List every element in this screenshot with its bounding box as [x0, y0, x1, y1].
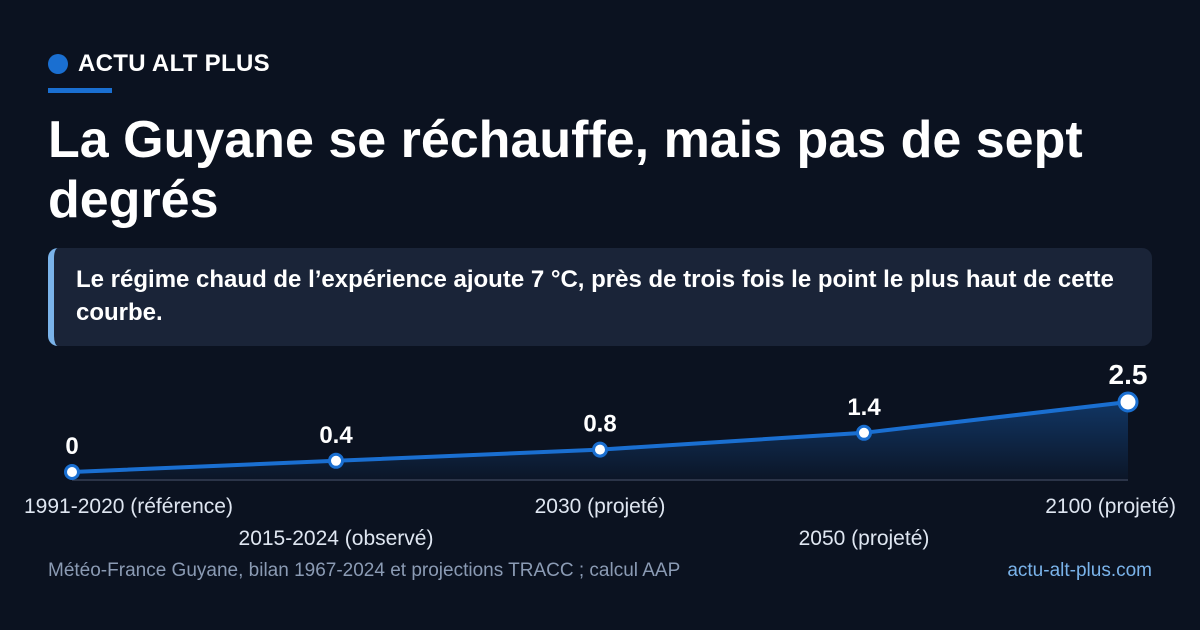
data-point: [1117, 391, 1139, 413]
x-tick-label: 2030 (projeté): [535, 495, 666, 518]
x-tick-label: 2015-2024 (observé): [239, 527, 434, 550]
data-label: 0: [65, 433, 78, 460]
site-link[interactable]: actu-alt-plus.com: [1007, 560, 1152, 581]
brand-underline: [48, 88, 112, 93]
data-label: 2.5: [1109, 360, 1148, 390]
x-tick-label: 2100 (projeté): [1045, 495, 1176, 518]
source-note: Météo-France Guyane, bilan 1967-2024 et …: [48, 560, 681, 581]
data-point: [328, 452, 344, 469]
warming-chart: 0 1991-2020 (référence) 0.4 2015-2024 (obse…: [24, 360, 1176, 550]
brand: ACTU ALT PLUS: [48, 50, 270, 78]
brand-dot-icon: [48, 54, 68, 74]
headline: La Guyane se réchauffe, mais pas de sept…: [48, 111, 1083, 229]
data-point: [592, 441, 608, 458]
data-point: [64, 464, 80, 480]
data-label: 1.4: [847, 394, 881, 421]
data-label: 0.8: [583, 411, 616, 438]
callout-text: Le régime chaud de l’expérience ajoute 7…: [76, 266, 1114, 326]
data-label: 0.4: [319, 422, 353, 449]
x-tick-label: 2050 (projeté): [799, 527, 930, 550]
callout-box: Le régime chaud de l’expérience ajoute 7…: [48, 248, 1152, 346]
brand-name: ACTU ALT PLUS: [78, 50, 270, 77]
series-area: [72, 402, 1128, 480]
data-point: [856, 424, 872, 441]
x-tick-label: 1991-2020 (référence): [24, 495, 233, 518]
